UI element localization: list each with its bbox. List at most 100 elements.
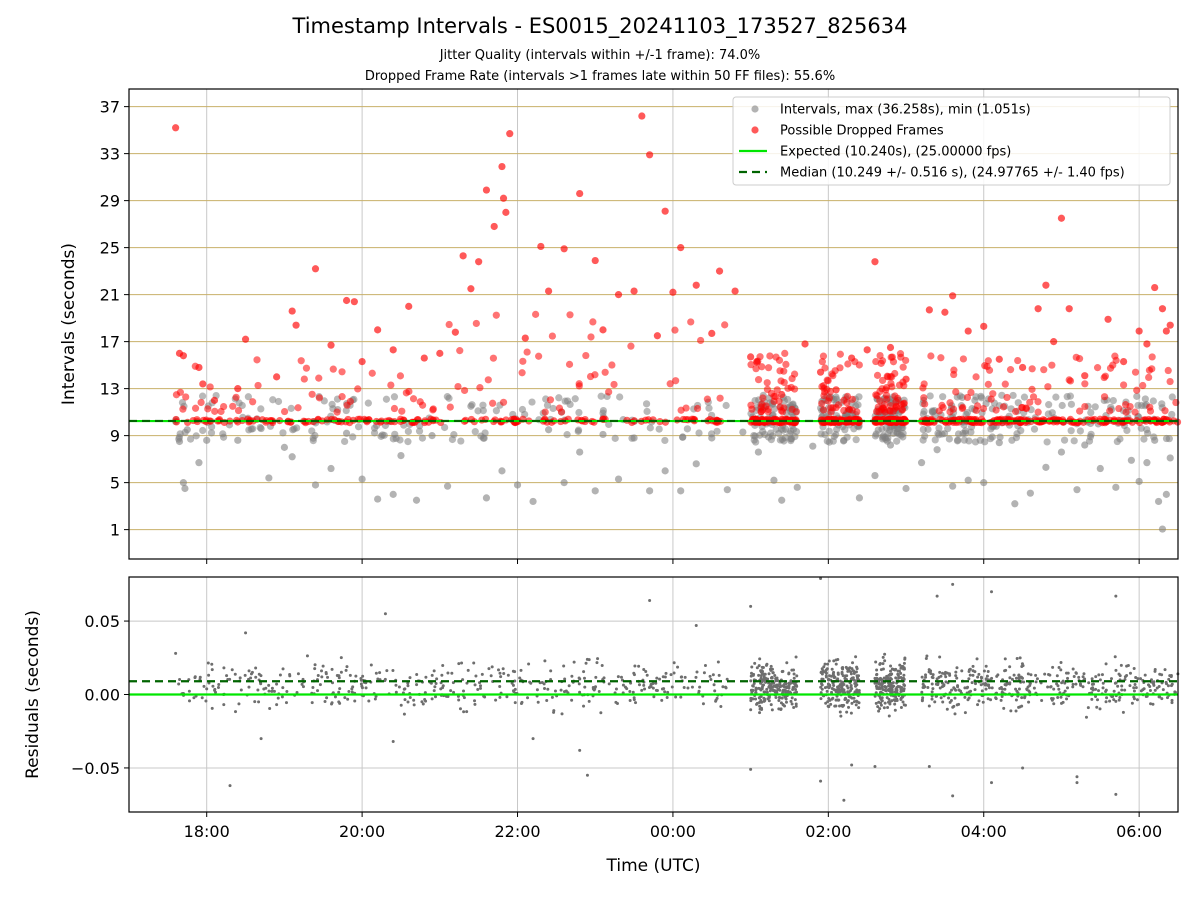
residual-point [457,662,461,666]
residual-point [267,683,271,687]
residual-point [695,670,699,674]
residual-point [749,699,753,703]
interval-point [389,490,397,498]
dropped-frame-point [591,256,599,265]
residual-point [968,667,972,671]
residual-point [502,672,506,676]
residual-point [230,668,234,672]
residual-point [337,690,341,694]
interval-point [513,481,522,489]
interval-point [1043,438,1051,446]
residual-point [759,674,763,678]
interval-point [1151,436,1159,444]
residual-point [473,683,477,687]
residual-point [373,697,377,701]
x-tick-label: 06:00 [1116,822,1162,841]
residual-point [845,710,849,714]
residual-point [350,690,354,694]
residual-point [621,683,625,687]
dropped-frame-point [921,400,929,408]
residual-point [412,698,416,702]
residual-point [1094,687,1098,691]
residual-point [663,690,667,694]
interval-point [971,438,980,446]
dropped-frame-point [329,365,337,373]
dropped-frame-point [848,406,856,414]
interval-point [1070,437,1078,445]
dropped-frame-point [836,350,844,358]
residual-point [758,711,762,715]
residual-point [881,655,885,659]
residual-point [953,696,957,700]
dropped-frame-point [753,357,761,366]
residual-point [247,669,251,673]
residual-point [954,674,958,678]
residual-point [926,686,930,690]
residual-point [1104,662,1108,666]
interval-point [893,437,901,445]
interval-point [661,467,669,475]
residual-point [945,707,949,711]
residual-point [759,669,763,673]
residual-point [473,702,477,706]
dropped-frame-point [576,189,584,198]
dropped-frame-point [1161,407,1169,415]
interval-point [679,433,687,441]
residual-point [826,700,830,704]
interval-point [1141,395,1149,403]
dropped-frame-point [308,390,316,398]
residual-point [394,683,398,687]
dropped-frame-point [1072,353,1080,361]
dropped-frame-point [682,404,690,412]
residual-point [1132,667,1136,671]
residual-point [1008,676,1012,680]
interval-point [415,427,424,435]
residual-point [1165,696,1169,700]
interval-point [614,475,623,483]
residual-point [828,683,832,687]
residual-point [1153,669,1157,673]
residual-point [564,689,568,693]
residual-point [177,682,181,686]
residual-point [228,677,232,681]
residual-point [281,667,285,671]
dropped-frame-point [234,385,242,393]
residual-point [474,674,478,678]
residual-point [933,700,937,704]
residual-point [951,794,955,798]
dropped-frame-point [888,353,896,361]
residual-point [637,683,641,687]
interval-point [787,435,795,443]
residual-point [513,701,517,705]
interval-point [854,401,862,409]
interval-point [961,427,970,435]
interval-point [397,452,405,460]
residual-point [968,673,972,677]
interval-point [1168,410,1176,419]
dropped-frame-point [338,393,346,401]
residual-point [794,687,798,691]
dropped-frame-point [1148,353,1156,361]
interval-point [1137,424,1145,432]
residual-point [844,665,848,669]
residual-point [1014,676,1018,680]
residual-point [712,683,716,687]
residual-point [570,698,574,702]
dropped-frame-point [605,388,613,396]
legend-label: Expected (10.240s), (25.00000 fps) [780,145,1011,160]
residual-point [648,599,652,602]
residual-point [778,688,782,692]
residual-point [432,689,436,693]
residual-point [921,686,925,690]
residual-point [1112,698,1116,702]
dropped-frame-point [1012,407,1020,416]
residual-point [990,686,994,690]
residual-point [597,690,601,694]
dropped-frame-point [467,285,475,293]
residual-point [878,662,882,666]
residual-point [1055,674,1059,678]
interval-point [199,426,207,435]
residual-point [765,687,769,691]
dropped-frame-point [436,349,444,357]
